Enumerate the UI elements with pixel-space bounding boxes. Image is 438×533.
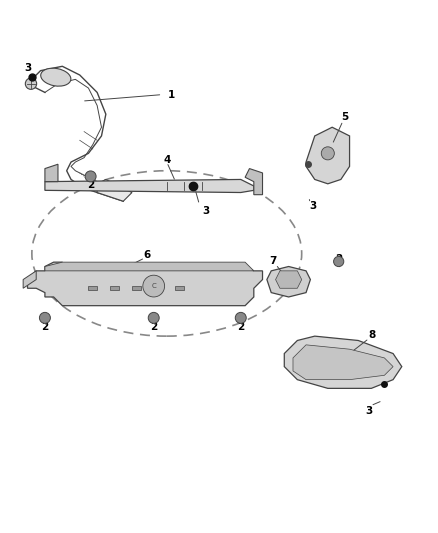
Text: 5: 5 xyxy=(342,112,349,122)
Text: 2: 2 xyxy=(237,322,244,333)
Polygon shape xyxy=(132,286,141,290)
Circle shape xyxy=(189,182,196,189)
Text: 2: 2 xyxy=(335,254,343,264)
Text: 6: 6 xyxy=(144,250,151,260)
Polygon shape xyxy=(154,286,162,290)
Circle shape xyxy=(85,171,96,182)
Circle shape xyxy=(39,312,50,324)
Text: 4: 4 xyxy=(163,155,170,165)
Polygon shape xyxy=(293,345,393,379)
Circle shape xyxy=(143,275,165,297)
Text: 8: 8 xyxy=(368,330,376,340)
Text: 7: 7 xyxy=(270,256,277,266)
Polygon shape xyxy=(28,262,262,305)
Circle shape xyxy=(321,147,334,160)
Polygon shape xyxy=(267,266,311,297)
Polygon shape xyxy=(306,127,350,184)
Circle shape xyxy=(334,256,344,266)
Text: 3: 3 xyxy=(309,200,316,211)
Text: 3: 3 xyxy=(202,206,209,216)
Polygon shape xyxy=(45,180,254,192)
Circle shape xyxy=(235,312,246,324)
Polygon shape xyxy=(45,164,58,182)
Polygon shape xyxy=(88,286,97,290)
Polygon shape xyxy=(110,286,119,290)
Text: 1: 1 xyxy=(167,90,175,100)
Polygon shape xyxy=(245,168,262,195)
Polygon shape xyxy=(176,286,184,290)
Circle shape xyxy=(148,312,159,324)
Text: 3: 3 xyxy=(366,407,373,416)
Polygon shape xyxy=(276,271,302,288)
Polygon shape xyxy=(97,180,132,201)
Text: 2: 2 xyxy=(150,322,157,333)
Circle shape xyxy=(25,78,37,90)
Ellipse shape xyxy=(41,68,71,86)
Text: C: C xyxy=(152,283,156,289)
Polygon shape xyxy=(284,336,402,389)
Text: 2: 2 xyxy=(87,180,94,190)
Polygon shape xyxy=(45,262,254,271)
Text: 2: 2 xyxy=(41,322,49,333)
Text: 3: 3 xyxy=(24,63,31,74)
Polygon shape xyxy=(23,271,36,288)
